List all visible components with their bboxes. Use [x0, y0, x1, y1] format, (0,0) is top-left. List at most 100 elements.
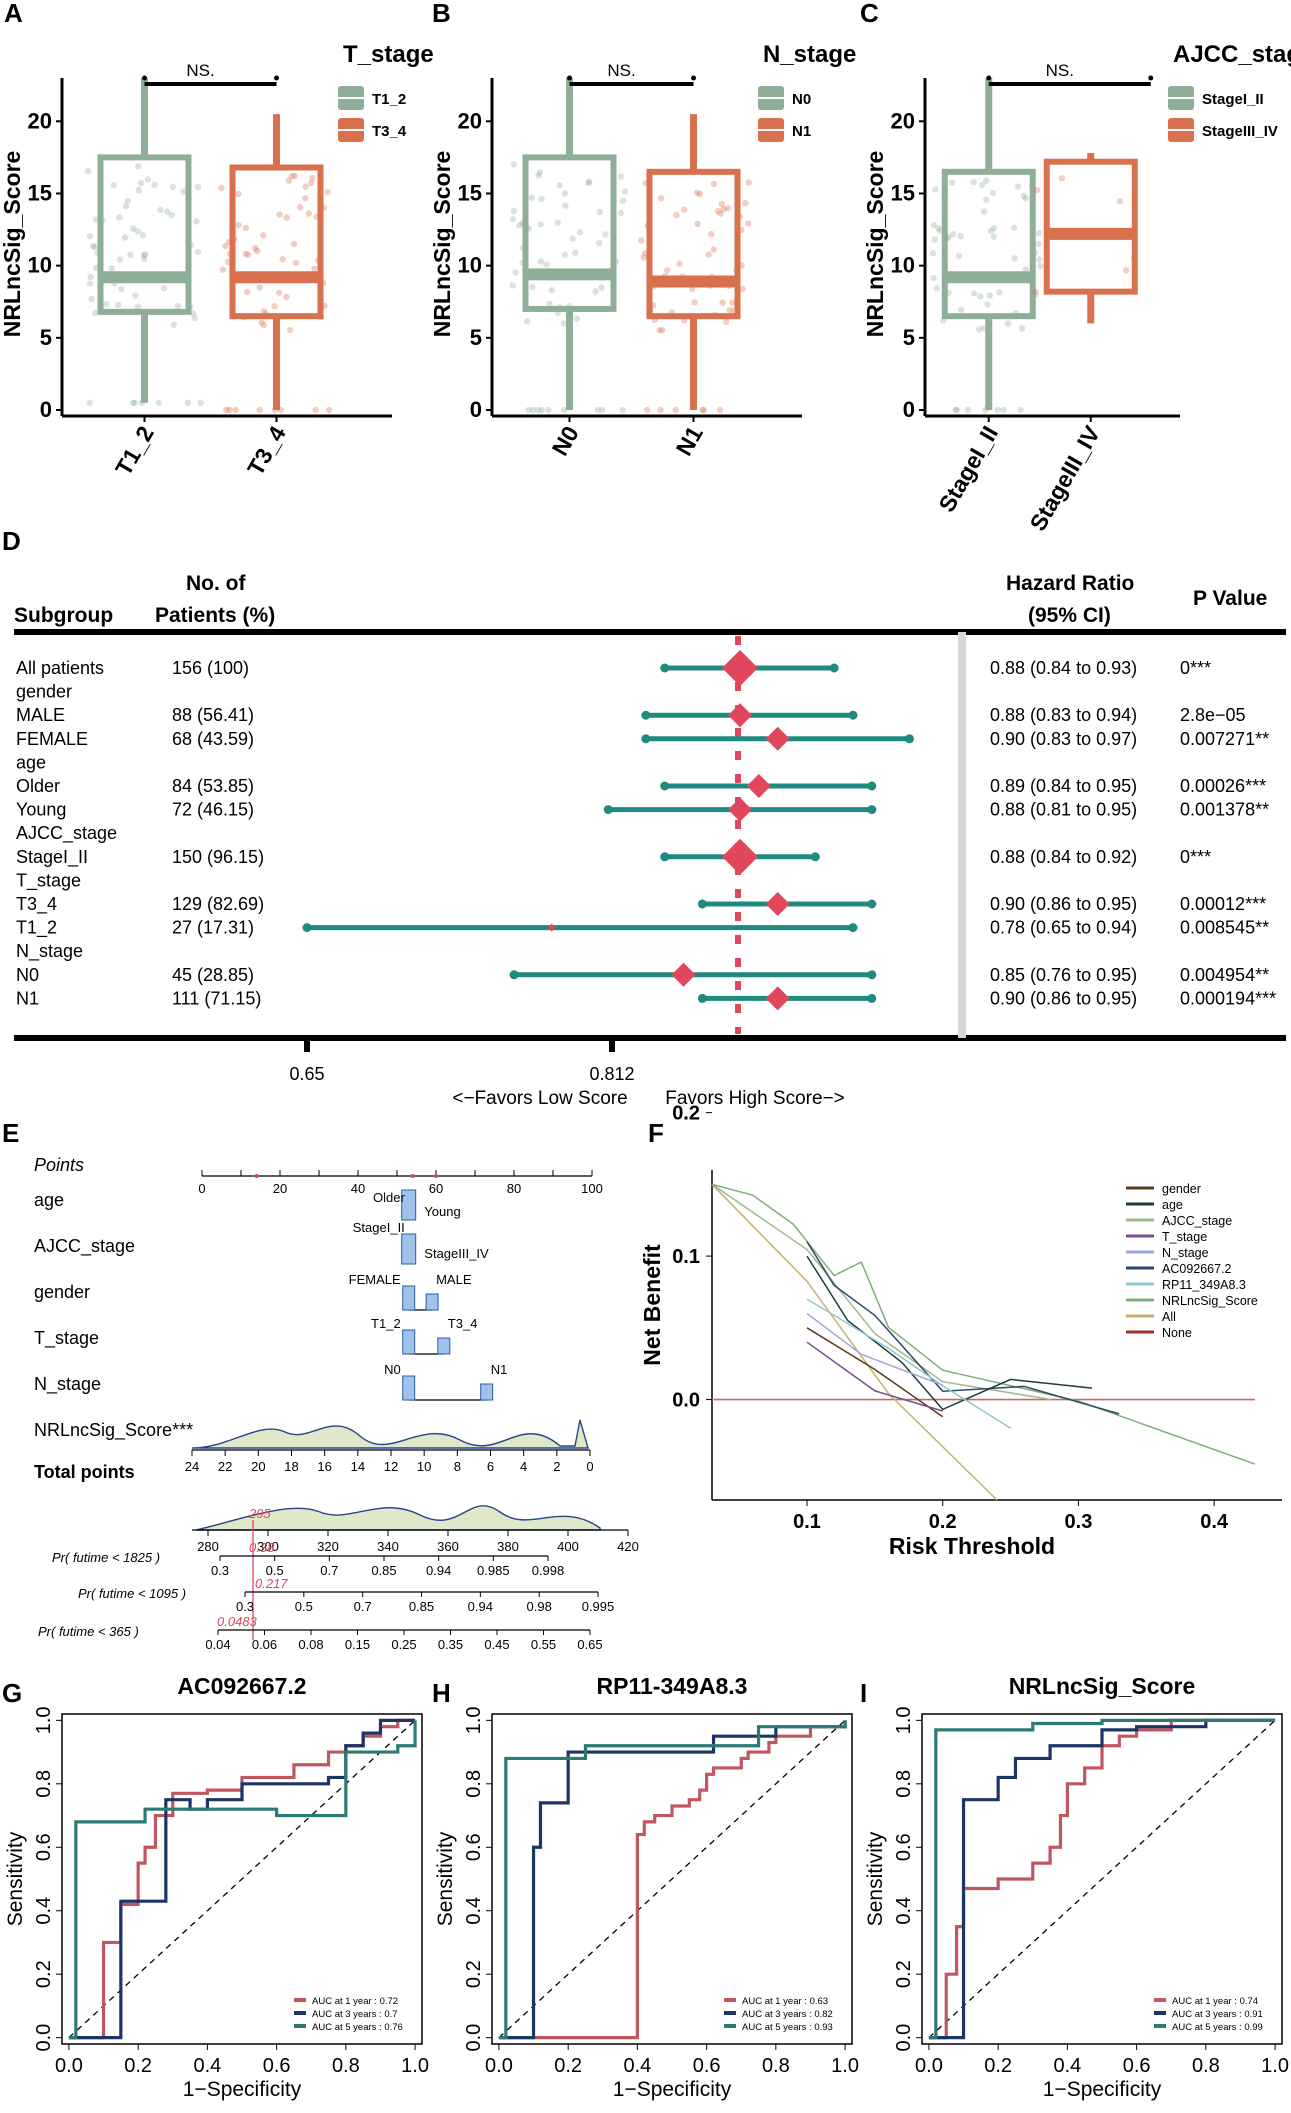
legend-title: AJCC_stage [1173, 41, 1291, 68]
jitter-point [955, 252, 963, 260]
row-label: gender [16, 682, 72, 702]
jitter-point [529, 283, 536, 291]
y-tick-label: 0.0 [463, 2024, 485, 2052]
jitter-point [286, 326, 294, 334]
sig-label: NS. [186, 61, 214, 80]
score-tick-label: 2 [553, 1459, 560, 1474]
sig-label: NS. [1046, 61, 1074, 80]
y-tick-label: 0.2 [672, 1103, 700, 1125]
row-p: 0.001378** [1180, 800, 1269, 820]
x-tick-label: 0.4 [1200, 1511, 1229, 1533]
jitter-point [700, 406, 707, 414]
row-p: 0.008545** [1180, 918, 1269, 938]
plot-frame [491, 1713, 853, 2045]
jitter-point [724, 204, 732, 212]
jitter-point [930, 274, 937, 282]
jitter-point [543, 261, 550, 268]
nomo-row-label: Total points [34, 1462, 135, 1482]
jitter-point [324, 188, 331, 196]
y-tick-label: 0.1 [672, 1246, 700, 1268]
y-tick-label: 0.4 [893, 1897, 915, 1925]
box-N0 [522, 154, 617, 312]
roc-h: RP11-349A8.3 0.00.0 0.2 0.2 0.4 0.4 0.6 0.6 0.8 0… [434, 1673, 859, 2101]
jitter-point [1017, 406, 1024, 414]
row-label: N0 [16, 965, 39, 985]
jitter-point [535, 406, 542, 414]
row-label: StageI_II [16, 847, 88, 868]
score-tick-label: 10 [417, 1459, 431, 1474]
jitter-point [957, 233, 964, 240]
roc-5-years [928, 1718, 1276, 2040]
curve [711, 1183, 1052, 1401]
y-tick-label: 0.4 [463, 1897, 485, 1925]
x-tick-label: 0.2 [984, 2055, 1012, 2077]
jitter-point [86, 233, 94, 240]
jitter-point [292, 259, 300, 267]
x-tick-label: 1.0 [401, 2055, 429, 2077]
jitter-point [512, 269, 519, 276]
x-tick-label: 0.6 [693, 2055, 721, 2077]
p1095-marker: 0.217 [255, 1576, 288, 1591]
total-marker: 295 [248, 1506, 271, 1521]
jitter-point [242, 250, 249, 257]
ci-end [867, 781, 877, 791]
y-tick-label: 15 [458, 180, 482, 205]
legend-label: AUC at 5 years : 0.93 [742, 2022, 833, 2033]
ci-end [641, 734, 651, 744]
jitter-point [523, 317, 531, 325]
jitter-point [528, 194, 535, 201]
jitter-point [708, 230, 715, 238]
age-label: Young [424, 1204, 460, 1219]
legend-label: AUC at 5 years : 0.99 [1172, 2022, 1263, 2033]
panel-label-g: G [2, 1678, 22, 1708]
y-tick-label: 1.0 [893, 1706, 915, 1734]
row-hr: 0.88 (0.84 to 0.92) [990, 847, 1137, 867]
x-tick-label: 1.0 [1261, 2055, 1289, 2077]
row-n: 150 (96.15) [172, 847, 264, 867]
jitter-point [91, 243, 98, 251]
jitter-point [302, 183, 309, 190]
jitter-point [680, 206, 688, 213]
roc-i: NRLncSig_Score 0.00.0 0.2 0.2 0.4 0.4 0.6 0.6 0.… [864, 1673, 1289, 2101]
jitter-point [87, 273, 94, 281]
row-p: 0*** [1180, 658, 1211, 678]
hr-marker [765, 986, 790, 1011]
jitter-point [538, 406, 545, 414]
jitter-point [594, 406, 601, 414]
jitter-point [1033, 186, 1041, 194]
ajcc-box [401, 1233, 417, 1265]
box-T3_4 [229, 164, 324, 320]
jitter-point [130, 399, 137, 406]
jitter-point [288, 172, 296, 180]
p1095-tick-label: 0.7 [354, 1599, 372, 1614]
jitter-point [561, 190, 569, 197]
jitter-point [226, 406, 233, 414]
jitter-point [243, 288, 251, 296]
nomo-row-label: T_stage [34, 1328, 99, 1349]
panel-label-b: B [432, 0, 451, 28]
gender-box [425, 1293, 439, 1311]
jitter-point [525, 406, 532, 414]
roc-5-years [68, 1720, 417, 2040]
jitter-point [617, 173, 625, 180]
sig-label: NS. [607, 61, 635, 80]
jitter-point [1032, 288, 1039, 296]
gender-label: FEMALE [349, 1272, 401, 1287]
points-marker [434, 1174, 438, 1178]
p365-tick-label: 0.15 [345, 1637, 370, 1652]
jitter-point [548, 286, 556, 294]
row-hr: 0.89 (0.84 to 0.95) [990, 776, 1137, 796]
ci-end [867, 970, 877, 980]
jitter-point [311, 265, 318, 273]
ci-end [867, 805, 877, 815]
header-subgroup: Subgroup [14, 604, 113, 627]
jitter-point [617, 209, 625, 217]
sig-dot [1148, 75, 1154, 81]
row-p: 0.007271** [1180, 729, 1269, 749]
ci-end [660, 852, 670, 862]
jitter-point [219, 266, 227, 273]
row-label: N_stage [16, 941, 83, 962]
y-axis-label: Net Benefit [639, 1244, 665, 1366]
